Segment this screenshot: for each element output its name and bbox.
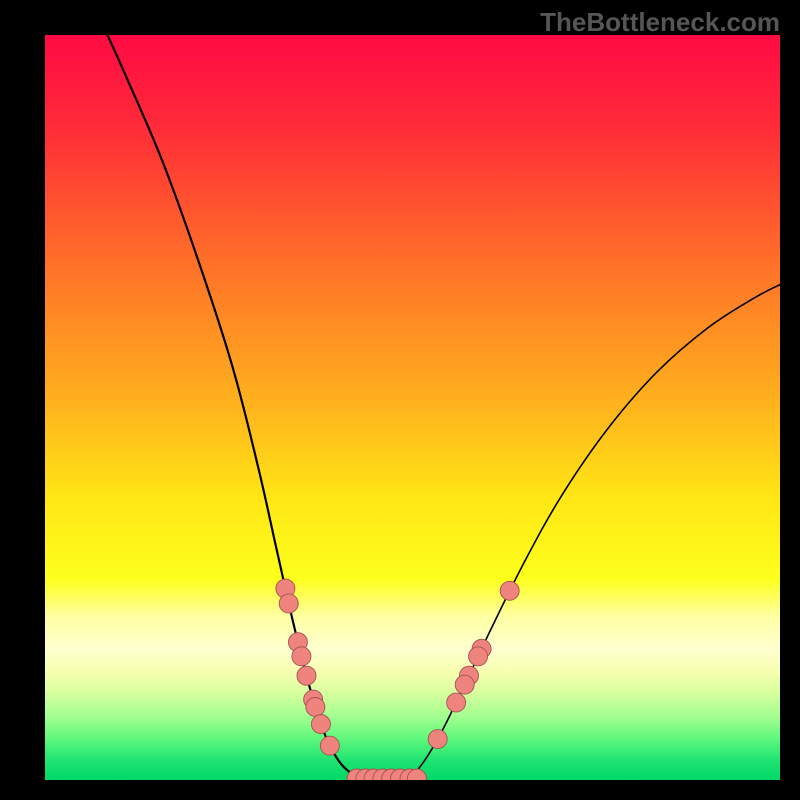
data-marker bbox=[428, 730, 447, 749]
data-marker bbox=[455, 675, 474, 694]
data-marker bbox=[292, 647, 311, 666]
chart-svg bbox=[45, 35, 780, 780]
data-marker bbox=[297, 666, 316, 685]
plot-area bbox=[45, 35, 780, 780]
data-marker bbox=[279, 594, 298, 613]
data-marker bbox=[500, 581, 519, 600]
watermark-text: TheBottleneck.com bbox=[540, 7, 780, 38]
data-marker bbox=[469, 647, 488, 666]
data-marker bbox=[447, 693, 466, 712]
data-marker bbox=[311, 715, 330, 734]
curve-left-branch bbox=[107, 35, 362, 779]
data-marker bbox=[306, 697, 325, 716]
data-marker bbox=[320, 736, 339, 755]
